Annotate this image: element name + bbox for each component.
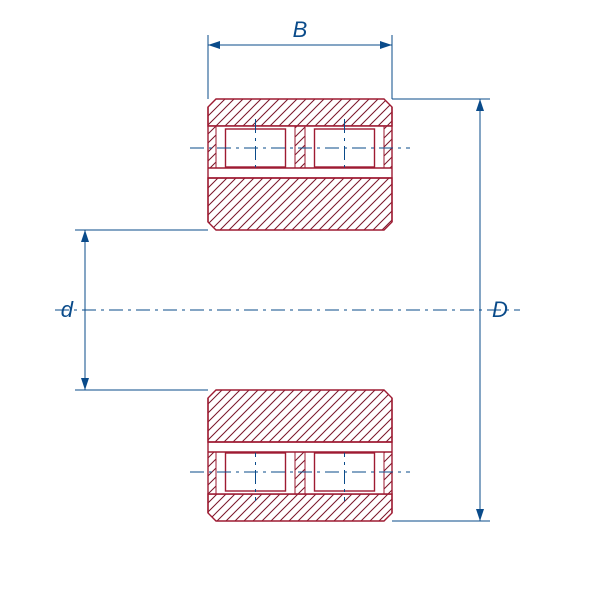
dim-label-D: D (492, 297, 508, 322)
dim-label-d: d (61, 297, 74, 322)
dim-label-B: B (293, 17, 308, 42)
